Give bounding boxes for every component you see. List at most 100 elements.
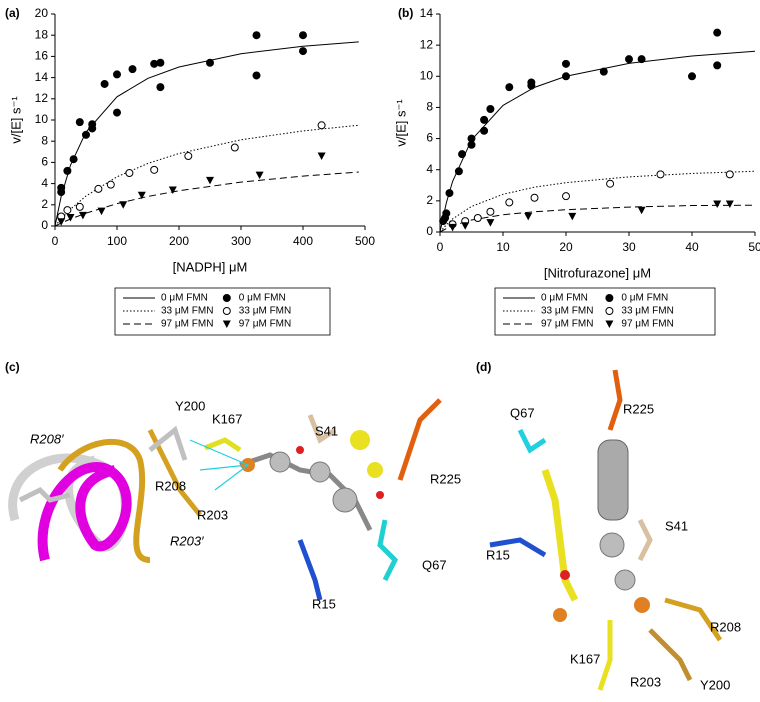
y-tick-label: 2 [426, 193, 433, 207]
legend-label: 97 μM FMN [541, 319, 593, 330]
point [458, 150, 467, 159]
residue-label: R225 [623, 401, 654, 416]
point [57, 218, 66, 226]
point [637, 55, 646, 64]
legend-label: 33 μM FMN [239, 306, 291, 317]
x-tick-label: 0 [52, 234, 59, 248]
residue-label: Y200 [175, 398, 205, 413]
stick [648, 628, 693, 682]
legend-label: 97 μM FMN [161, 319, 213, 330]
residue-label: R225 [430, 471, 461, 486]
x-axis-label: [Nitrofurazone] μM [544, 265, 651, 280]
atom [269, 451, 291, 473]
point [156, 58, 165, 67]
legend-label: 0 μM FMN [161, 293, 208, 304]
y-tick-label: 18 [35, 27, 49, 41]
x-tick-label: 200 [169, 234, 189, 248]
point [100, 79, 109, 88]
stick [18, 486, 71, 503]
residue-label: R15 [486, 547, 510, 562]
point [480, 126, 489, 135]
stick [397, 398, 442, 481]
panel-label: (d) [476, 360, 491, 374]
point [467, 134, 476, 143]
stick [541, 468, 579, 602]
y-tick-label: 10 [420, 68, 434, 82]
y-tick-label: 20 [35, 6, 49, 20]
point [505, 83, 514, 92]
point [113, 108, 121, 117]
atom [332, 487, 358, 513]
legend-label: 33 μM FMN [541, 306, 593, 317]
atom [296, 446, 304, 454]
x-tick-label: 10 [496, 240, 510, 254]
y-tick-label: 12 [420, 37, 434, 51]
legend-marker [222, 320, 231, 328]
point [713, 61, 722, 70]
point [524, 212, 533, 221]
residue-label: Y200 [700, 677, 730, 692]
point [486, 207, 495, 216]
legend-marker [222, 294, 231, 302]
atom [376, 491, 384, 499]
point [75, 118, 84, 127]
residue-label: Q67 [510, 405, 535, 420]
point [150, 165, 159, 174]
point [637, 206, 646, 215]
residue-label: R15 [312, 596, 336, 611]
point [63, 206, 72, 215]
legend-box [114, 287, 331, 336]
point [63, 166, 72, 175]
residue-label: K167 [212, 411, 242, 426]
x-tick-label: 300 [231, 234, 251, 248]
y-tick-label: 4 [426, 162, 433, 176]
point [688, 72, 696, 81]
point [299, 47, 307, 56]
ring [597, 439, 629, 521]
point [88, 120, 97, 129]
atom [560, 570, 570, 580]
point [82, 130, 90, 139]
fit-curve [439, 170, 756, 233]
y-tick-label: 8 [426, 100, 433, 114]
point [527, 78, 536, 87]
legend-marker [605, 294, 614, 302]
legend-marker [605, 307, 614, 315]
structure-d [489, 369, 723, 691]
residue-label: R203 [197, 507, 228, 522]
y-axis-label: v/[E] s⁻¹ [8, 96, 23, 144]
h-bond [189, 439, 251, 491]
panel-label: (c) [5, 360, 20, 374]
point [206, 58, 214, 67]
point [184, 152, 193, 161]
x-tick-label: 30 [622, 240, 636, 254]
point [69, 155, 78, 164]
y-tick-label: 2 [41, 197, 48, 211]
point [461, 222, 470, 230]
point [106, 180, 115, 189]
atom [309, 461, 331, 483]
legend-box [494, 287, 716, 336]
y-tick-label: 4 [41, 176, 48, 190]
atom [367, 462, 383, 478]
panel-label: (b) [398, 6, 413, 20]
y-tick-label: 14 [420, 6, 434, 20]
point [94, 184, 103, 193]
legend-marker [222, 307, 231, 315]
residue-label: Q67 [422, 557, 447, 572]
point [113, 70, 121, 79]
point [230, 143, 239, 152]
point [625, 55, 633, 64]
y-tick-label: 12 [35, 91, 49, 105]
y-tick-label: 14 [35, 70, 49, 84]
legend-label: 97 μM FMN [621, 319, 673, 330]
fit-curve [54, 171, 359, 227]
point [454, 167, 463, 176]
point [599, 67, 608, 76]
panel-label: (a) [5, 6, 20, 20]
point [606, 179, 615, 188]
point [252, 71, 261, 80]
point [725, 170, 734, 179]
legend-label: 97 μM FMN [239, 319, 291, 330]
